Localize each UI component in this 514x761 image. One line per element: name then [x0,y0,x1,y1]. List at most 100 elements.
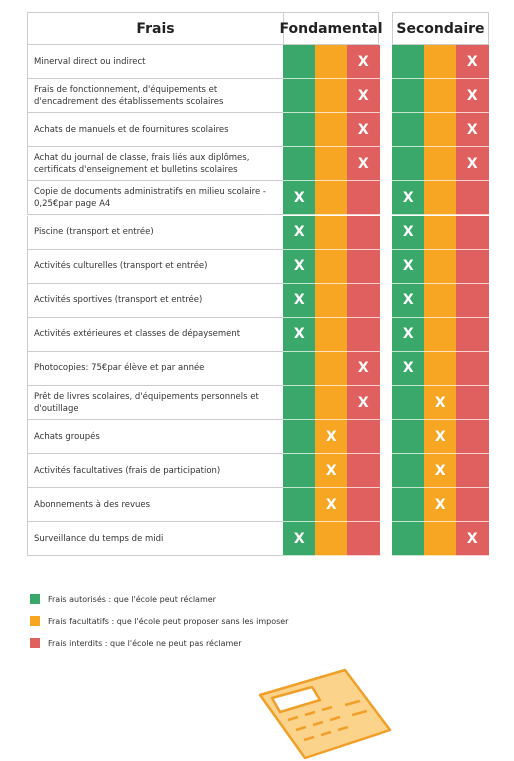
status-cell [456,215,489,250]
status-cell: X [347,45,380,80]
status-cell: X [283,215,316,250]
status-cell [424,215,457,250]
status-cell [315,215,348,250]
status-cell: X [347,351,380,386]
status-cell [347,317,380,352]
status-cell [283,454,316,489]
status-cell: X [456,147,489,182]
status-cell [424,351,457,386]
status-cell: X [392,351,425,386]
legend-item: Frais facultatifs : que l'école peut pro… [30,615,288,627]
row-label: Prêt de livres scolaires, d'équipements … [27,386,283,421]
status-cell [424,45,457,80]
legend-swatch [30,594,40,604]
status-cell [347,454,380,489]
status-cell [315,79,348,114]
row-label: Copie de documents administratifs en mil… [27,181,283,216]
status-cell: X [392,317,425,352]
status-cell: X [283,249,316,284]
status-cell: X [347,147,380,182]
status-cell [424,113,457,148]
status-cell [424,181,457,216]
status-cell [283,147,316,182]
status-cell [392,386,425,421]
status-cell [347,181,380,216]
status-cell [392,522,425,557]
header-cell: Secondaire [392,12,489,45]
status-cell: X [347,113,380,148]
status-cell [283,45,316,80]
status-cell [283,420,316,455]
status-cell [456,454,489,489]
status-cell [315,113,348,148]
row-label: Frais de fonctionnement, d'équipements e… [27,79,283,114]
legend-item: Frais interdits : que l'école ne peut pa… [30,637,242,649]
status-cell [424,79,457,114]
status-cell [392,420,425,455]
status-cell [315,522,348,557]
status-cell [392,147,425,182]
status-cell: X [456,45,489,80]
status-cell [456,488,489,523]
row-label: Abonnements à des revues [27,488,283,523]
status-cell [456,181,489,216]
status-cell [283,79,316,114]
row-label: Achats de manuels et de fournitures scol… [27,113,283,148]
status-cell [424,249,457,284]
status-cell: X [456,522,489,557]
status-cell: X [424,386,457,421]
status-cell [315,386,348,421]
status-cell [392,79,425,114]
status-cell: X [392,215,425,250]
status-cell [315,45,348,80]
status-cell: X [315,420,348,455]
legend-swatch [30,616,40,626]
status-cell: X [424,488,457,523]
header-cell: Fondamental [279,12,383,45]
status-cell [347,283,380,318]
row-label: Activités extérieures et classes de dépa… [27,317,283,352]
status-cell [456,351,489,386]
status-cell [283,113,316,148]
status-cell [392,45,425,80]
status-cell [283,488,316,523]
row-label: Achat du journal de classe, frais liés a… [27,147,283,182]
status-cell: X [283,283,316,318]
row-label: Surveillance du temps de midi [27,522,283,557]
status-cell [347,420,380,455]
status-cell: X [283,181,316,216]
legend-swatch [30,638,40,648]
status-cell: X [315,488,348,523]
row-label: Piscine (transport et entrée) [27,215,283,250]
status-cell [315,181,348,216]
status-cell: X [456,79,489,114]
status-cell [424,317,457,352]
status-cell [315,317,348,352]
status-cell [456,420,489,455]
row-label: Activités sportives (transport et entrée… [27,283,283,318]
status-cell [456,386,489,421]
row-label: Achats groupés [27,420,283,455]
status-cell [283,386,316,421]
legend-label: Frais interdits : que l'école ne peut pa… [48,638,242,648]
status-cell [347,249,380,284]
status-cell: X [392,249,425,284]
status-cell [392,488,425,523]
row-label: Activités culturelles (transport et entr… [27,249,283,284]
status-cell [424,283,457,318]
calculator-illustration [258,668,392,760]
legend-item: Frais autorisés : que l'école peut récla… [30,593,216,605]
legend-label: Frais autorisés : que l'école peut récla… [48,594,216,604]
status-cell: X [347,79,380,114]
header-cell: Frais [27,12,284,45]
status-cell [347,215,380,250]
status-cell [456,317,489,352]
status-cell: X [424,420,457,455]
status-cell [392,113,425,148]
status-cell [315,147,348,182]
status-cell [424,147,457,182]
status-cell [392,454,425,489]
row-label: Minerval direct ou indirect [27,45,283,80]
status-cell: X [283,317,316,352]
